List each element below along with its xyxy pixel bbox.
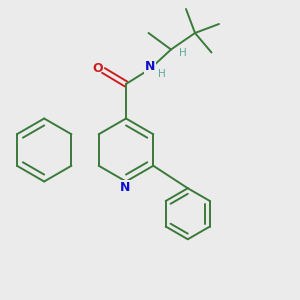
Text: N: N [120, 181, 130, 194]
Text: H: H [158, 69, 165, 80]
Text: O: O [93, 61, 104, 75]
Text: N: N [145, 60, 155, 73]
Text: H: H [178, 47, 186, 58]
